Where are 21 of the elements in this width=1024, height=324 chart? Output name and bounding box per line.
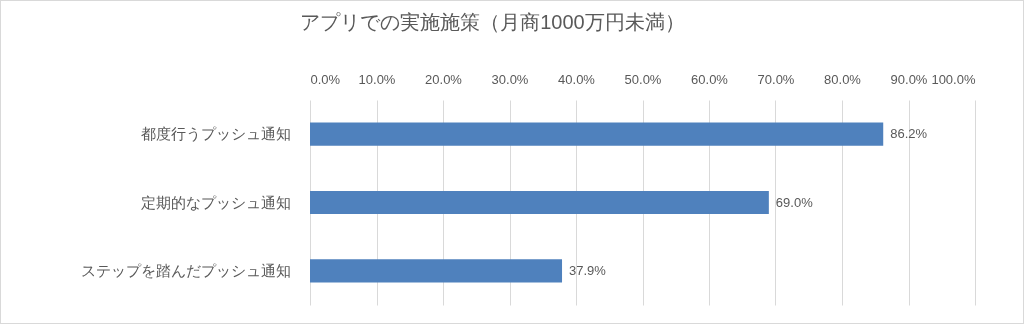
y-tick-label: 都度行うプッシュ通知 bbox=[140, 125, 291, 143]
chart-title: アプリでの実施施策（月商1000万円未満） bbox=[300, 11, 685, 33]
x-tick-label: 10.0% bbox=[358, 71, 396, 87]
data-label: 69.0% bbox=[775, 194, 814, 210]
x-tick-label: 100.0% bbox=[931, 71, 976, 87]
bar bbox=[310, 259, 563, 283]
x-tick-label: 20.0% bbox=[425, 71, 463, 87]
bar bbox=[310, 190, 769, 215]
x-tick-label: 90.0% bbox=[890, 71, 928, 87]
y-tick-label: 定期的なプッシュ通知 bbox=[140, 193, 291, 211]
x-tick-label: 80.0% bbox=[824, 71, 862, 87]
x-tick-label: 40.0% bbox=[558, 71, 596, 87]
x-tick-label: 50.0% bbox=[624, 71, 662, 87]
y-tick-label: ステップを踏んだプッシュ通知 bbox=[80, 261, 291, 279]
data-label: 86.2% bbox=[890, 126, 928, 142]
x-tick-label: 30.0% bbox=[491, 71, 529, 87]
x-tick-label: 60.0% bbox=[691, 71, 729, 87]
x-tick-label: 0.0% bbox=[310, 71, 341, 87]
bar bbox=[310, 122, 884, 146]
x-tick-label: 70.0% bbox=[757, 71, 795, 87]
data-label: 37.9% bbox=[569, 262, 607, 278]
